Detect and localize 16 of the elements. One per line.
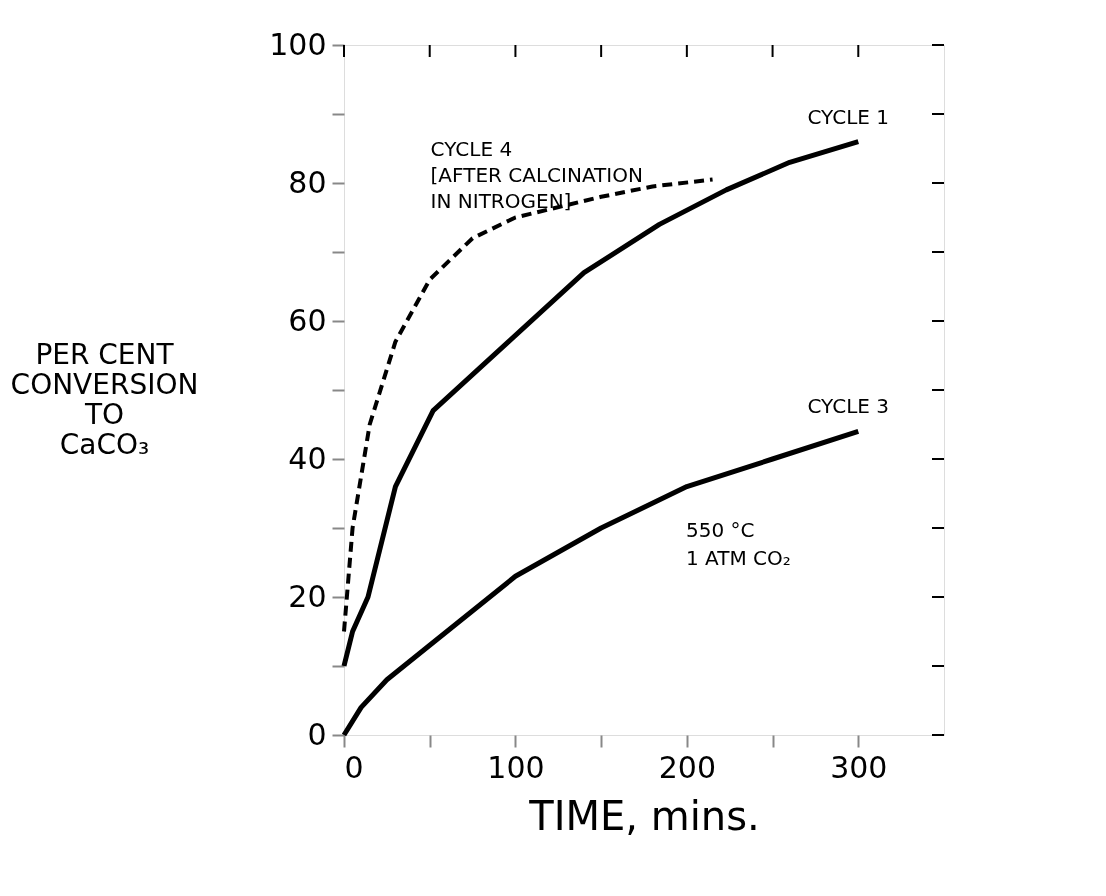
series-label: CYCLE 4 [AFTER CALCINATION IN NITROGEN] [430,136,643,213]
y-tick-label: 40 [288,440,327,476]
legend-label: CYCLE 1 [807,104,890,129]
x-tick-label: 0 [344,749,364,785]
x-tick-label: 200 [658,749,716,785]
y-tick-label: 0 [307,716,327,752]
annotation: 550 °C 1 ATM CO₂ [686,518,791,571]
x-axis-title: TIME, mins. [528,792,760,839]
y-axis-title: PER CENT CONVERSION TO CaCO₃ [10,338,199,461]
x-tick-label: 300 [830,749,888,785]
y-tick-label: 80 [288,164,327,200]
y-tick-label: 60 [288,302,327,338]
x-tick-label: 100 [487,749,545,785]
y-tick-label: 20 [288,578,327,614]
y-tick-label: 100 [269,26,327,62]
series-label: CYCLE 3 [807,394,890,419]
